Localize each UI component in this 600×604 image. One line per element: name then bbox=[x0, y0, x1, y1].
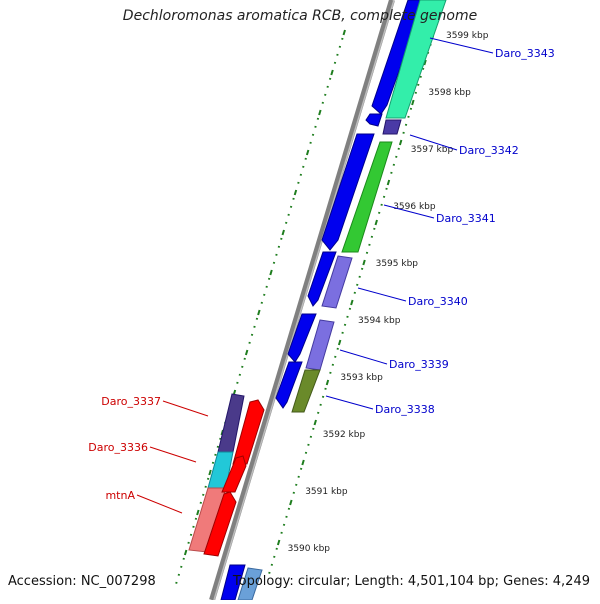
tick-mark bbox=[209, 470, 211, 475]
topology-label: Topology: circular; Length: 4,501,104 bp… bbox=[233, 574, 590, 589]
left-feature-track bbox=[189, 394, 264, 556]
tick-mark bbox=[388, 180, 390, 185]
tick-mark bbox=[327, 380, 329, 385]
tick-mark bbox=[185, 550, 187, 555]
scale-label: 3592 kbp bbox=[323, 430, 366, 440]
scale-label: 3595 kbp bbox=[376, 259, 419, 269]
tick-mark bbox=[258, 310, 260, 315]
gene-label[interactable]: Daro_3340 bbox=[408, 295, 468, 308]
gene-label-leader bbox=[163, 401, 208, 416]
tick-mark bbox=[197, 510, 199, 515]
tick-mark bbox=[278, 540, 280, 545]
gene-label-leader bbox=[326, 396, 373, 409]
accession-label: Accession: NC_007298 bbox=[8, 574, 156, 589]
scale-label: 3594 kbp bbox=[358, 316, 401, 326]
tick-mark bbox=[339, 340, 341, 345]
tick-mark bbox=[344, 30, 346, 35]
scale-label: 3593 kbp bbox=[340, 373, 383, 383]
tick-mark bbox=[331, 70, 333, 75]
tick-mark bbox=[351, 300, 353, 305]
tick-mark bbox=[376, 220, 378, 225]
tick-mark bbox=[307, 150, 309, 155]
gene-daro-3342[interactable] bbox=[383, 120, 401, 134]
tick-mark bbox=[295, 190, 297, 195]
map-title: Dechloromonas aromatica RCB, complete ge… bbox=[0, 8, 600, 24]
gene-label-leader bbox=[340, 350, 387, 364]
gene-label-leader bbox=[150, 447, 196, 462]
scale-label: 3590 kbp bbox=[288, 544, 331, 554]
gene-label[interactable]: Daro_3342 bbox=[459, 144, 519, 157]
scale-label: 3599 kbp bbox=[446, 31, 489, 41]
gene-label[interactable]: Daro_3341 bbox=[436, 212, 496, 225]
scale-label: 3591 kbp bbox=[305, 487, 348, 497]
gene-label[interactable]: mtnA bbox=[105, 489, 135, 502]
outer-tick-track-left bbox=[176, 30, 345, 584]
genome-backbone bbox=[212, 0, 392, 600]
tick-mark bbox=[290, 500, 292, 505]
tick-mark bbox=[412, 100, 414, 105]
tick-mark bbox=[283, 230, 285, 235]
gene-label-leader bbox=[137, 495, 182, 513]
gene-label[interactable]: Daro_3336 bbox=[88, 441, 148, 454]
gene-label[interactable]: Daro_3339 bbox=[389, 358, 449, 371]
gene-label[interactable]: Daro_3337 bbox=[101, 395, 161, 408]
tick-mark bbox=[302, 460, 304, 465]
tick-mark bbox=[400, 140, 402, 145]
tick-mark bbox=[363, 260, 365, 265]
gene-label[interactable]: Daro_3343 bbox=[495, 47, 555, 60]
tick-mark bbox=[270, 270, 272, 275]
tick-mark bbox=[319, 110, 321, 115]
tick-mark bbox=[315, 420, 317, 425]
gene-label[interactable]: Daro_3338 bbox=[375, 403, 435, 416]
gene-small-blue-1[interactable] bbox=[366, 114, 382, 126]
tick-mark bbox=[246, 350, 248, 355]
scale-label: 3598 kbp bbox=[428, 88, 471, 98]
genome-backbone-highlight bbox=[214, 0, 394, 600]
gene-label-leader bbox=[358, 288, 406, 301]
scale-label: 3596 kbp bbox=[393, 202, 436, 212]
